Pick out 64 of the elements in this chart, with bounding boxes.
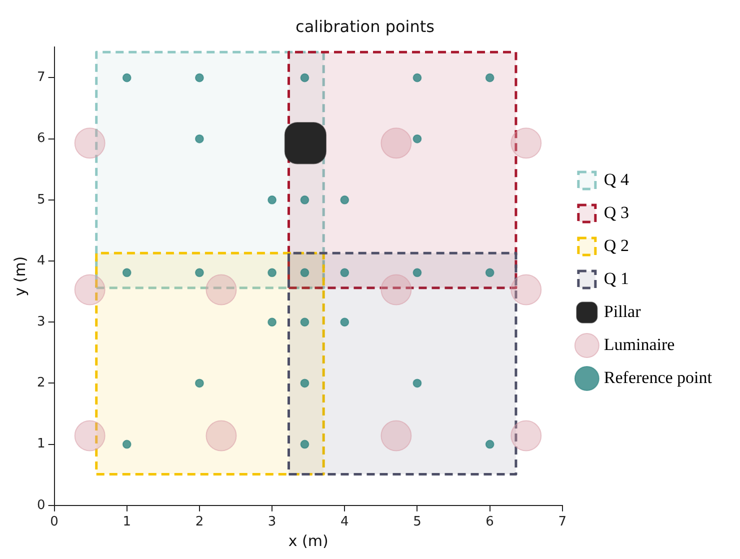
point (340, 195, 350, 204)
point (300, 268, 310, 278)
point (380, 420, 412, 452)
legend-label: Reference point (604, 368, 712, 387)
legend-label: Luminaire (604, 334, 675, 354)
point (412, 268, 422, 278)
x-tick-label: 4 (340, 514, 349, 530)
x-tick-label: 3 (268, 514, 276, 530)
x-tick-label: 2 (195, 514, 204, 530)
point (510, 420, 542, 452)
point (122, 73, 132, 82)
point (284, 122, 327, 164)
y-tick-label: 5 (36, 192, 46, 208)
point (485, 73, 494, 82)
point (340, 268, 350, 278)
y-tick-label: 1 (36, 436, 46, 452)
x-tick-label: 5 (413, 514, 422, 530)
y-tick-label: 2 (36, 376, 46, 391)
point (74, 274, 106, 306)
legend-label: Q 4 (604, 170, 630, 189)
y-tick-label: 7 (36, 70, 46, 86)
legend-label: Q 1 (604, 268, 629, 288)
point (300, 440, 310, 449)
point (206, 274, 237, 306)
point (412, 134, 422, 144)
y-tick-label: 0 (36, 498, 46, 513)
x-tick-label: 0 (50, 514, 58, 530)
y-tick-label: 6 (36, 131, 46, 146)
point (194, 268, 204, 278)
legend-label: Q 3 (604, 202, 629, 222)
point (194, 378, 204, 388)
point (510, 274, 542, 306)
point (122, 440, 132, 449)
point (300, 195, 310, 204)
x-tick-label: 6 (486, 514, 494, 530)
y-tick-label: 3 (36, 314, 46, 330)
legend-label: Q 2 (604, 236, 629, 255)
point (485, 268, 494, 278)
point (268, 318, 277, 327)
point (74, 420, 106, 452)
point (412, 378, 422, 388)
point (206, 420, 237, 452)
x-tick-label: 7 (558, 514, 567, 530)
x-tick-label: 1 (122, 514, 132, 530)
point (300, 73, 310, 82)
legend-label: Pillar (604, 302, 642, 321)
point (340, 318, 350, 327)
point (74, 128, 106, 159)
point (300, 318, 310, 327)
point (510, 128, 542, 159)
point (268, 195, 277, 204)
point (194, 73, 204, 82)
y-axis-title: y (m) (10, 256, 29, 296)
point (380, 274, 412, 306)
point (300, 378, 310, 388)
point (485, 440, 494, 449)
point (268, 268, 277, 278)
chart-title: calibration points (296, 16, 434, 36)
point (380, 128, 412, 159)
point (194, 134, 204, 144)
point (122, 268, 132, 278)
point (412, 73, 422, 82)
y-tick-label: 4 (36, 253, 46, 268)
x-axis-title: x (m) (288, 532, 328, 550)
